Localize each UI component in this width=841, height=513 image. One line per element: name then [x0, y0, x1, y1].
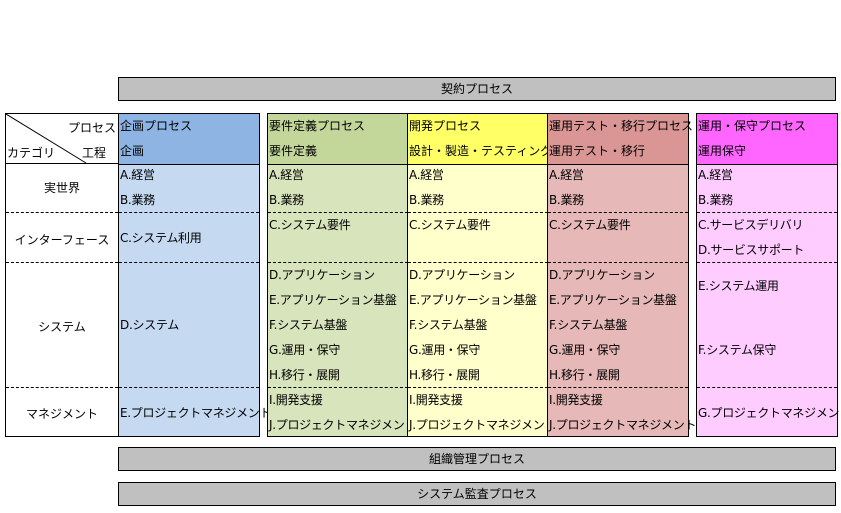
column-requirements: 要件定義プロセス 要件定義 A.経営 B.業務 C.システム要件 D.アプリケーション E.…: [267, 113, 416, 437]
process-header: 開発プロセス: [408, 114, 548, 140]
column-operation-test-migration: 運用テスト・移行プロセス 運用テスト・移行 A.経営 B.業務 C.システム要件 D.アプ…: [547, 113, 696, 437]
stage-header: 設計・製造・テスティング: [408, 139, 552, 165]
list-item: B.業務: [549, 193, 584, 207]
category-interface: インターフェース: [14, 233, 110, 247]
list-item: F.システム基盤: [409, 318, 488, 332]
list-item: E.アプリケーション基盤: [269, 293, 397, 307]
stage-header: 運用テスト・移行: [548, 139, 688, 165]
process-header: 要件定義プロセス: [268, 114, 408, 140]
list-item: C.システム利用: [120, 230, 202, 245]
list-item: E.アプリケーション基盤: [549, 293, 677, 307]
list-item: B.業務: [409, 193, 444, 207]
list-item: A.経営: [409, 168, 444, 182]
category-column: プロセス カテゴリ 工程 実世界 インターフェース システム マネジメント: [5, 113, 119, 437]
column-operation-maintenance: 運用・保守プロセス 運用保守 A.経営 B.業務 C.サービスデリバリ D.サービスサポー…: [696, 113, 841, 437]
list-item: D.システム: [120, 318, 179, 332]
stage-header: 運用保守: [697, 139, 837, 165]
category-real-world: 実世界: [43, 181, 80, 195]
list-item: H.移行・展開: [269, 368, 340, 382]
list-item: C.システム要件: [269, 218, 351, 232]
list-item: G.運用・保守: [269, 343, 341, 357]
list-item: H.移行・展開: [409, 368, 480, 382]
category-system: システム: [38, 320, 86, 334]
list-item: J.プロジェクトマネジメント: [409, 418, 557, 432]
stage-header: 企画: [119, 139, 259, 165]
list-item: I.開発支援: [409, 393, 463, 407]
process-header: 企画プロセス: [119, 114, 259, 140]
corner-process-label: プロセス: [67, 121, 116, 135]
process-header: 運用・保守プロセス: [697, 114, 837, 140]
list-item: F.システム基盤: [549, 318, 628, 332]
list-item: I.開発支援: [269, 393, 323, 407]
list-item: D.アプリケーション: [549, 268, 655, 282]
list-item: I.開発支援: [549, 393, 603, 407]
column-planning: 企画プロセス 企画 A.経営 B.業務 C.システム利用 D.システム E.プロジェクトマネ…: [118, 113, 272, 437]
column-development: 開発プロセス 設計・製造・テスティング A.経営 B.業務 C.システム要件 D.アプリケ…: [407, 113, 556, 437]
list-item: F.システム保守: [698, 343, 777, 357]
list-item: C.システム要件: [549, 218, 631, 232]
list-item: A.経営: [269, 168, 304, 182]
list-item: C.サービスデリバリ: [698, 218, 804, 232]
list-item: G.プロジェクトマネジメント: [698, 405, 841, 420]
list-item: B.業務: [120, 193, 155, 207]
list-item: H.移行・展開: [549, 368, 620, 382]
list-item: G.運用・保守: [409, 343, 481, 357]
list-item: E.アプリケーション基盤: [409, 293, 537, 307]
list-item: E.システム運用: [698, 279, 779, 294]
organization-management-process-bar: 組織管理プロセス: [118, 447, 836, 471]
list-item: A.経営: [698, 168, 733, 182]
list-item: D.アプリケーション: [409, 268, 515, 282]
corner-stage-label: 工程: [81, 146, 106, 160]
category-management: マネジメント: [25, 407, 98, 421]
list-item: C.システム要件: [409, 218, 491, 232]
list-item: G.運用・保守: [549, 343, 621, 357]
system-audit-process-bar: システム監査プロセス: [118, 482, 836, 506]
list-item: B.業務: [269, 193, 304, 207]
list-item: F.システム基盤: [269, 318, 348, 332]
contract-process-bar: 契約プロセス: [118, 77, 836, 101]
diagonal-line: [6, 114, 87, 164]
list-item: A.経営: [120, 168, 155, 182]
list-item: J.プロジェクトマネジメント: [549, 418, 697, 432]
list-item: J.プロジェクトマネジメント: [269, 418, 417, 432]
list-item: D.サービスサポート: [698, 243, 805, 257]
process-header: 運用テスト・移行プロセス: [548, 114, 693, 140]
stage-header: 要件定義: [268, 139, 408, 165]
list-item: B.業務: [698, 193, 733, 207]
list-item: E.プロジェクトマネジメント: [120, 405, 272, 420]
corner-category-label: カテゴリ: [7, 146, 56, 160]
list-item: D.アプリケーション: [269, 268, 375, 282]
list-item: A.経営: [549, 168, 584, 182]
